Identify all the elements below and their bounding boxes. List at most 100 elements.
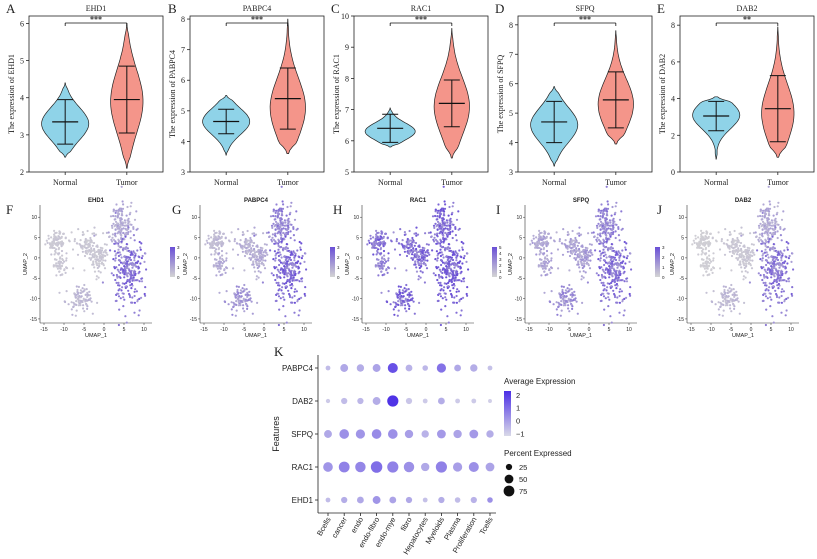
x-tick-label: 10 — [626, 327, 632, 333]
umap-point — [545, 249, 549, 253]
umap-point — [283, 298, 286, 301]
umap-point — [537, 238, 540, 241]
umap-point — [616, 296, 619, 299]
umap-point — [597, 208, 600, 211]
umap-point — [728, 233, 731, 236]
umap-point — [605, 240, 608, 243]
umap-point — [611, 264, 614, 268]
umap-point — [466, 252, 469, 255]
umap-point — [451, 258, 455, 262]
umap-point — [218, 270, 221, 273]
umap-point — [543, 232, 547, 235]
dot — [455, 398, 461, 404]
umap-point — [134, 270, 137, 273]
dot — [437, 397, 445, 405]
umap-point — [369, 237, 372, 240]
y-tick-label: 10 — [516, 215, 522, 221]
umap-point — [444, 296, 447, 299]
umap-point — [118, 275, 121, 278]
umap-point — [590, 243, 593, 246]
umap-point — [756, 215, 760, 218]
y-tick-label: 4 — [509, 139, 513, 148]
umap-point — [764, 239, 768, 243]
umap-point — [746, 259, 749, 262]
umap-point — [436, 254, 439, 257]
umap-point — [772, 246, 775, 249]
y-tick-label: -5 — [355, 276, 360, 282]
umap-point — [130, 301, 133, 304]
umap-point — [610, 321, 613, 324]
umap-point — [281, 237, 284, 241]
umap-point — [304, 286, 307, 289]
umap-point — [556, 248, 560, 251]
umap-point — [405, 246, 408, 249]
umap-point — [244, 298, 247, 301]
umap-point — [117, 254, 120, 258]
umap-point — [602, 323, 606, 327]
umap-point — [571, 249, 574, 252]
umap-point — [57, 265, 60, 268]
dot — [422, 398, 428, 404]
umap-point — [742, 275, 746, 278]
umap-point — [603, 275, 606, 278]
umap-point — [244, 237, 247, 241]
umap-point — [264, 259, 267, 262]
umap-point — [542, 235, 546, 238]
umap-point — [377, 274, 380, 277]
umap-point — [256, 301, 259, 304]
umap-point — [459, 314, 462, 317]
umap-point — [618, 251, 621, 254]
umap-point — [762, 203, 765, 206]
umap-point — [612, 222, 615, 225]
umap-point — [761, 232, 764, 235]
umap-point — [462, 257, 465, 260]
umap-point — [127, 272, 130, 275]
legend-title: Percent Expressed — [504, 449, 572, 458]
umap-point — [576, 244, 579, 247]
umap-point — [545, 236, 548, 239]
x-tick-label: -10 — [220, 327, 227, 333]
umap-point — [610, 281, 613, 284]
umap-point — [114, 220, 118, 223]
umap-point — [540, 231, 543, 234]
umap-point — [781, 261, 785, 264]
umap-point — [543, 262, 546, 266]
umap-point — [568, 269, 571, 272]
plot-title: PABPC4 — [243, 4, 272, 13]
umap-point — [540, 248, 543, 251]
umap-point — [749, 251, 752, 254]
umap-point — [455, 290, 458, 293]
umap-point — [560, 303, 563, 306]
x-tick-label: 10 — [301, 327, 307, 333]
umap-point — [629, 286, 632, 289]
umap-point — [271, 233, 274, 236]
umap-point — [292, 226, 295, 229]
umap-point — [569, 300, 572, 303]
umap-point — [110, 238, 113, 241]
umap-point — [280, 229, 283, 232]
umap-point — [785, 309, 788, 312]
umap-point — [46, 241, 49, 244]
umap-point — [442, 289, 445, 292]
umap-point — [260, 256, 263, 260]
umap-point — [549, 271, 552, 274]
umap-point — [705, 257, 709, 260]
plot-title: EHD1 — [86, 4, 106, 13]
umap-point — [555, 231, 558, 234]
umap-point — [215, 231, 218, 234]
umap-point — [248, 239, 251, 242]
umap-point — [57, 248, 60, 251]
umap-point — [58, 262, 61, 266]
umap-point — [419, 248, 422, 252]
umap-point — [426, 254, 429, 257]
umap-point — [60, 245, 63, 248]
umap-point — [294, 264, 297, 267]
umap-point — [289, 253, 292, 257]
umap-point — [611, 232, 615, 236]
umap-point — [292, 234, 295, 237]
umap-point — [85, 251, 88, 255]
umap-point — [760, 250, 764, 253]
umap-point — [735, 298, 739, 302]
umap-point — [209, 244, 212, 248]
umap-point — [584, 246, 587, 249]
